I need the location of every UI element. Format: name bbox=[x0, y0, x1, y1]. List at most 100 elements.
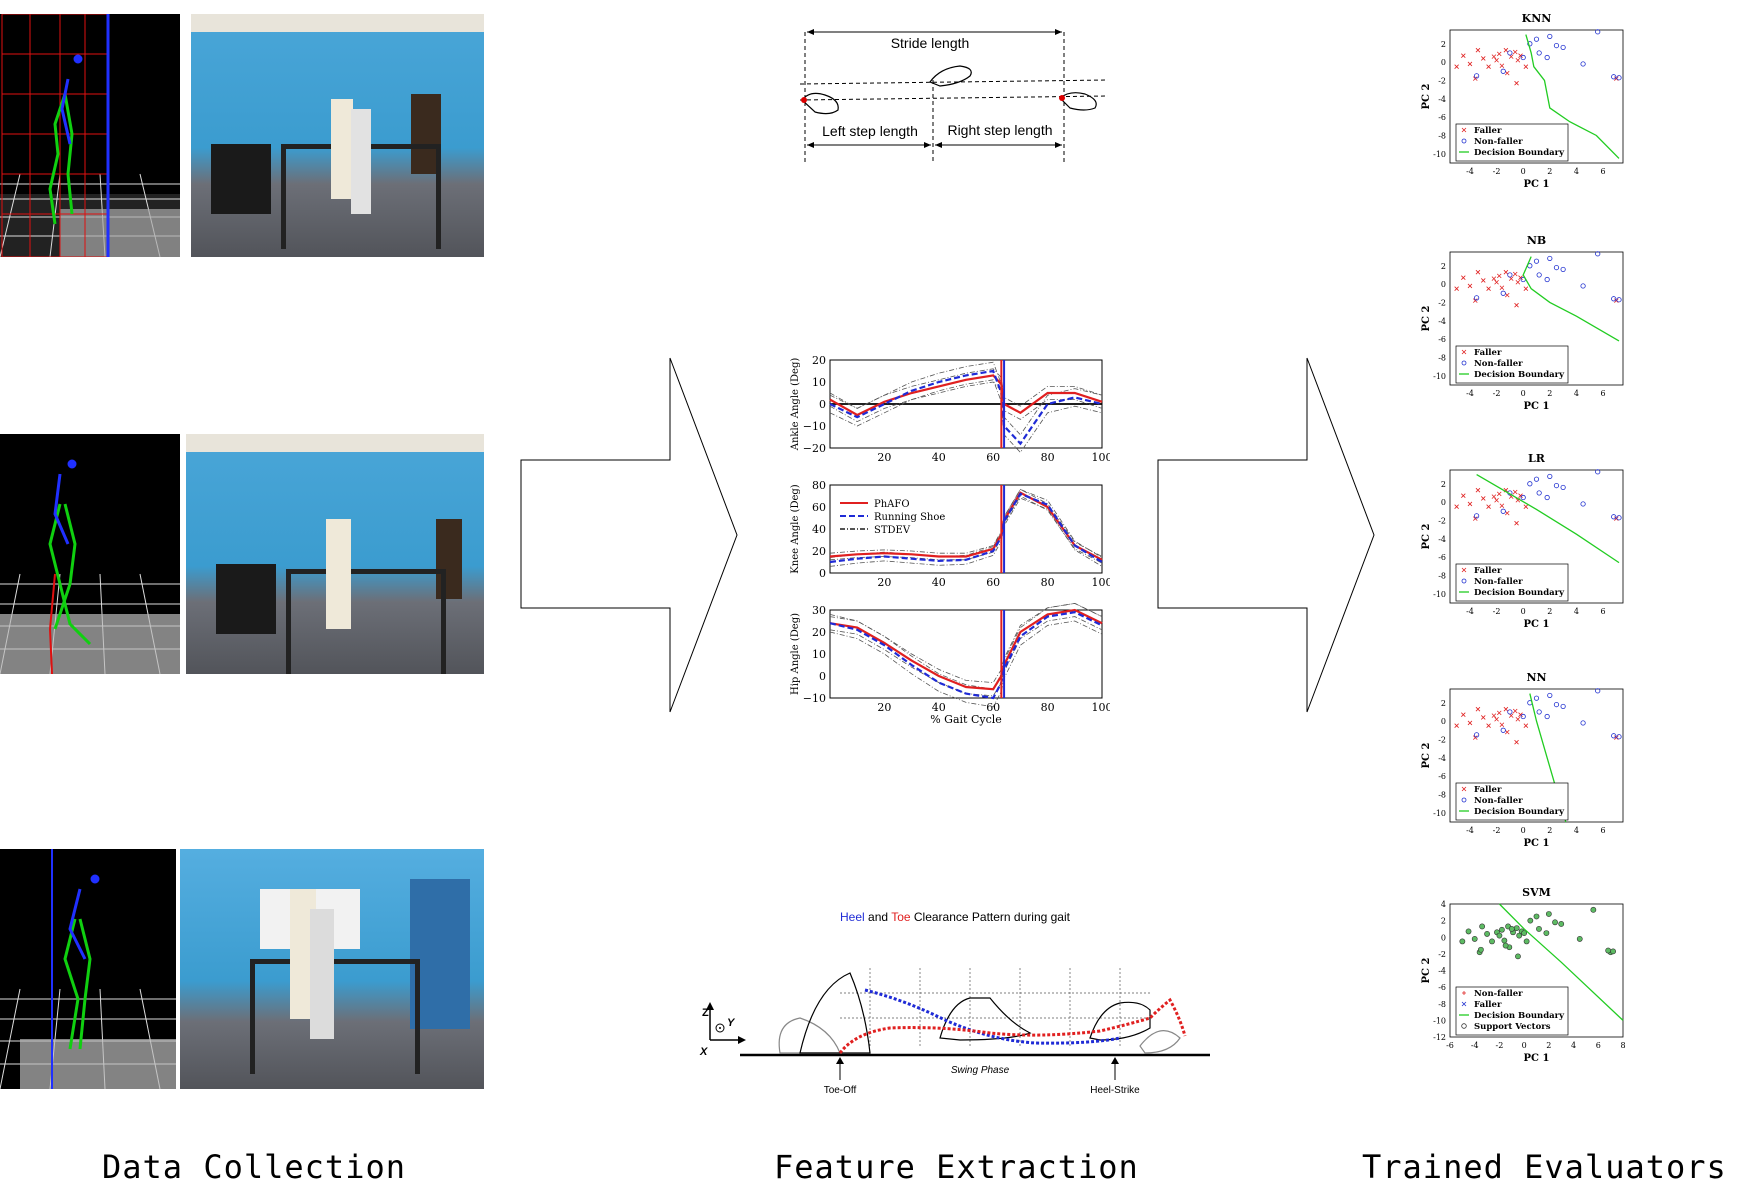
non-faller-point bbox=[1544, 713, 1550, 720]
non-faller-point bbox=[1520, 494, 1526, 501]
non-faller-point bbox=[1536, 50, 1542, 56]
x-tick-label: -4 bbox=[1466, 167, 1474, 176]
legend-entry: Faller bbox=[1474, 126, 1502, 136]
y-tick-label: -2 bbox=[1438, 735, 1446, 744]
x-tick-label: 8 bbox=[1620, 1041, 1625, 1050]
y-tick-label: 10 bbox=[812, 648, 826, 661]
non-faller-point bbox=[1500, 68, 1506, 74]
y-tick-label: -8 bbox=[1438, 790, 1446, 799]
non-faller-point bbox=[1544, 276, 1550, 283]
non-faller-point bbox=[1611, 74, 1617, 80]
x-tick-label: 6 bbox=[1600, 389, 1605, 398]
x-tick-label: 2 bbox=[1546, 1041, 1551, 1050]
support-vector-point bbox=[1543, 930, 1550, 936]
faller-point bbox=[1499, 285, 1505, 291]
faller-point bbox=[1503, 47, 1509, 53]
non-faller-point bbox=[1611, 296, 1617, 302]
y-axis-label: PC 2 bbox=[1421, 524, 1432, 550]
y-tick-label: −20 bbox=[803, 442, 826, 455]
panel-frame bbox=[829, 484, 1103, 574]
x-tick-label: 0 bbox=[1521, 389, 1526, 398]
x-tick-label: 100 bbox=[1092, 451, 1111, 464]
x-tick-label: -2 bbox=[1493, 167, 1501, 176]
legend-entry: Decision Boundary bbox=[1474, 370, 1565, 380]
non-faller-point bbox=[1560, 703, 1566, 710]
faller-point bbox=[1467, 283, 1473, 289]
x-axis-label: PC 1 bbox=[1524, 619, 1550, 630]
clearance-title: Heel and Toe Clearance Pattern during ga… bbox=[690, 910, 1220, 924]
faller-point bbox=[1614, 735, 1619, 740]
decision-boundary bbox=[1525, 34, 1620, 159]
decision-boundary bbox=[1476, 474, 1620, 564]
x-tick-label: 0 bbox=[1522, 1041, 1527, 1050]
stride-length-diagram: Stride length Left step length Right ste… bbox=[799, 29, 1109, 162]
x-tick-label: 2 bbox=[1547, 389, 1552, 398]
legend-box bbox=[1455, 345, 1569, 384]
non-faller-point bbox=[1527, 481, 1533, 487]
faller-point bbox=[1494, 279, 1499, 285]
clearance-title-rest: Clearance Pattern during gait bbox=[910, 910, 1070, 924]
y-axis-label: PC 2 bbox=[1421, 84, 1432, 110]
faller-point bbox=[1514, 80, 1519, 86]
faller-point bbox=[1475, 47, 1481, 53]
x-tick-label: 0 bbox=[1521, 607, 1526, 616]
left-step-length-label: Left step length bbox=[822, 123, 918, 139]
support-vector-point bbox=[1576, 936, 1583, 942]
non-faller-point bbox=[1611, 514, 1617, 520]
legend-swatch bbox=[1461, 578, 1467, 584]
faller-point bbox=[1518, 712, 1523, 717]
support-vector-point bbox=[1508, 926, 1515, 932]
faller-point bbox=[1473, 76, 1478, 81]
faller-point bbox=[1503, 706, 1509, 712]
y-tick-label: 2 bbox=[1441, 480, 1446, 489]
support-vector-point bbox=[1479, 923, 1486, 930]
support-vector-point bbox=[1523, 938, 1530, 945]
faller-point bbox=[1480, 56, 1486, 61]
faller-point bbox=[1614, 76, 1619, 81]
mocap-skeleton-view-2 bbox=[0, 434, 180, 674]
decision-boundary bbox=[1498, 903, 1624, 1021]
y-tick-label: −10 bbox=[803, 692, 826, 705]
faller-point bbox=[1514, 739, 1519, 745]
non-faller-point bbox=[1611, 733, 1617, 739]
stdev-line bbox=[829, 379, 1103, 454]
legend-swatch bbox=[1461, 1001, 1467, 1007]
faller-point bbox=[1461, 493, 1466, 498]
x-tick-label: 20 bbox=[877, 576, 891, 589]
non-faller-point bbox=[1616, 75, 1622, 81]
x-axis-label: PC 1 bbox=[1524, 401, 1550, 412]
support-vector-point bbox=[1545, 911, 1552, 917]
x-tick-label: 6 bbox=[1600, 826, 1605, 835]
faller-point bbox=[1496, 51, 1502, 57]
x-tick-label: 2 bbox=[1547, 826, 1552, 835]
y-tick-label: 2 bbox=[1441, 262, 1446, 271]
support-vector-point bbox=[1484, 931, 1490, 937]
x-tick-label: 4 bbox=[1571, 1041, 1576, 1050]
faller-point bbox=[1515, 57, 1521, 63]
y-tick-label: -10 bbox=[1433, 809, 1446, 818]
faller-point bbox=[1504, 729, 1510, 735]
faller-point bbox=[1491, 276, 1497, 281]
legend-entry: Non-faller bbox=[1474, 359, 1523, 369]
legend-box bbox=[1455, 563, 1569, 602]
legend-swatch bbox=[1461, 797, 1467, 803]
axis-x-label: X bbox=[699, 1046, 708, 1058]
faller-point bbox=[1523, 286, 1529, 291]
axis-y-label: Y bbox=[727, 1017, 736, 1029]
faller-point bbox=[1518, 493, 1523, 498]
x-tick-label: 100 bbox=[1092, 576, 1111, 589]
x-tick-label: -2 bbox=[1493, 826, 1501, 835]
y-tick-label: 0 bbox=[1441, 717, 1446, 726]
classifier-title: LR bbox=[1528, 452, 1546, 465]
y-axis-label: PC 2 bbox=[1421, 306, 1432, 332]
y-tick-label: 0 bbox=[1441, 498, 1446, 507]
faller-point bbox=[1461, 53, 1466, 58]
faller-point bbox=[1515, 716, 1521, 722]
non-faller-point bbox=[1547, 33, 1553, 40]
faller-point bbox=[1512, 49, 1518, 55]
y-axis-label: Hip Angle (Deg) bbox=[790, 613, 801, 695]
support-vector-point bbox=[1533, 913, 1540, 920]
x-tick-label: -2 bbox=[1493, 607, 1501, 616]
x-tick-label: 40 bbox=[932, 451, 946, 464]
y-tick-label: -6 bbox=[1438, 335, 1446, 344]
